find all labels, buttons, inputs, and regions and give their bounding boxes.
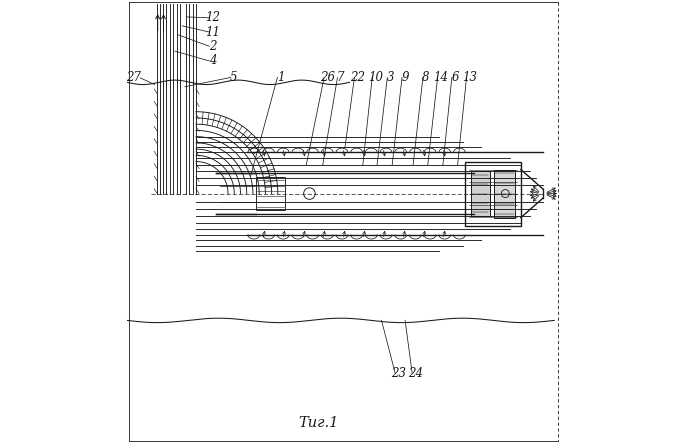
Text: 14: 14 — [433, 71, 448, 84]
Text: 26: 26 — [319, 71, 335, 84]
Text: Τиг.1: Τиг.1 — [298, 416, 338, 430]
Text: 6: 6 — [452, 71, 459, 84]
Bar — [256, 177, 285, 210]
Text: 22: 22 — [350, 71, 365, 84]
Text: 1: 1 — [277, 71, 284, 84]
Bar — [466, 162, 521, 226]
Bar — [494, 170, 515, 218]
Text: 11: 11 — [205, 25, 220, 39]
Text: 12: 12 — [205, 11, 220, 24]
Text: 8: 8 — [422, 71, 430, 84]
Text: 24: 24 — [408, 367, 423, 380]
Text: 2: 2 — [209, 40, 216, 53]
Text: 10: 10 — [368, 71, 383, 84]
Text: 4: 4 — [209, 54, 216, 68]
Text: 27: 27 — [126, 71, 140, 85]
Bar — [470, 171, 490, 216]
Text: 9: 9 — [401, 71, 409, 84]
Text: 7: 7 — [337, 71, 345, 84]
Text: 13: 13 — [462, 71, 477, 84]
Text: 5: 5 — [230, 71, 238, 84]
Text: 23: 23 — [391, 367, 406, 380]
Text: 3: 3 — [387, 71, 394, 84]
